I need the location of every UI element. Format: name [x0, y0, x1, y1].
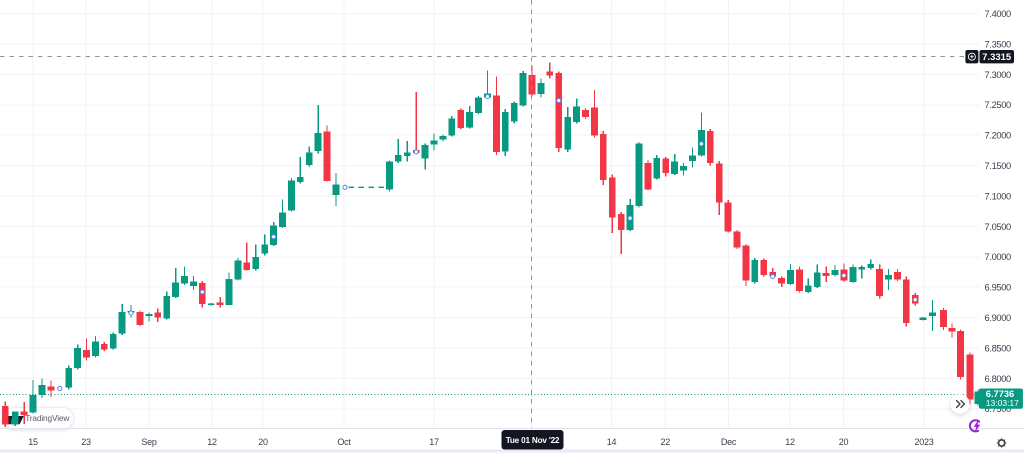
svg-text:7.4000: 7.4000 [985, 9, 1012, 19]
svg-text:14: 14 [607, 437, 617, 447]
svg-text:6.9000: 6.9000 [985, 313, 1012, 323]
svg-text:17: 17 [429, 437, 439, 447]
svg-text:12: 12 [207, 437, 217, 447]
svg-text:7.3500: 7.3500 [985, 39, 1012, 49]
svg-text:7.3000: 7.3000 [985, 70, 1012, 80]
svg-text:7.2500: 7.2500 [985, 100, 1012, 110]
svg-text:12: 12 [785, 437, 795, 447]
svg-text:2023: 2023 [914, 437, 933, 447]
svg-text:6.8500: 6.8500 [985, 343, 1012, 353]
svg-text:20: 20 [839, 437, 849, 447]
svg-text:7.1000: 7.1000 [985, 191, 1012, 201]
svg-text:7.2000: 7.2000 [985, 131, 1012, 141]
svg-text:Tue 01 Nov '22: Tue 01 Nov '22 [506, 436, 560, 445]
svg-text:7.1500: 7.1500 [985, 161, 1012, 171]
svg-text:TradingView: TradingView [25, 413, 70, 423]
svg-text:13:03:17: 13:03:17 [986, 398, 1019, 408]
svg-text:7.0000: 7.0000 [985, 252, 1012, 262]
svg-text:20: 20 [258, 437, 268, 447]
svg-text:15: 15 [28, 437, 38, 447]
svg-text:Dec: Dec [721, 437, 737, 447]
svg-text:23: 23 [81, 437, 91, 447]
svg-text:22: 22 [660, 437, 670, 447]
svg-text:Sep: Sep [141, 437, 157, 447]
svg-text:Oct: Oct [337, 437, 351, 447]
svg-text:7.3315: 7.3315 [982, 52, 1012, 63]
svg-text:6.9500: 6.9500 [985, 283, 1012, 293]
svg-text:7.0500: 7.0500 [985, 222, 1012, 232]
svg-text:6.8000: 6.8000 [985, 374, 1012, 384]
svg-text:6.7736: 6.7736 [986, 389, 1014, 399]
svg-text:6.7500: 6.7500 [985, 404, 1012, 414]
